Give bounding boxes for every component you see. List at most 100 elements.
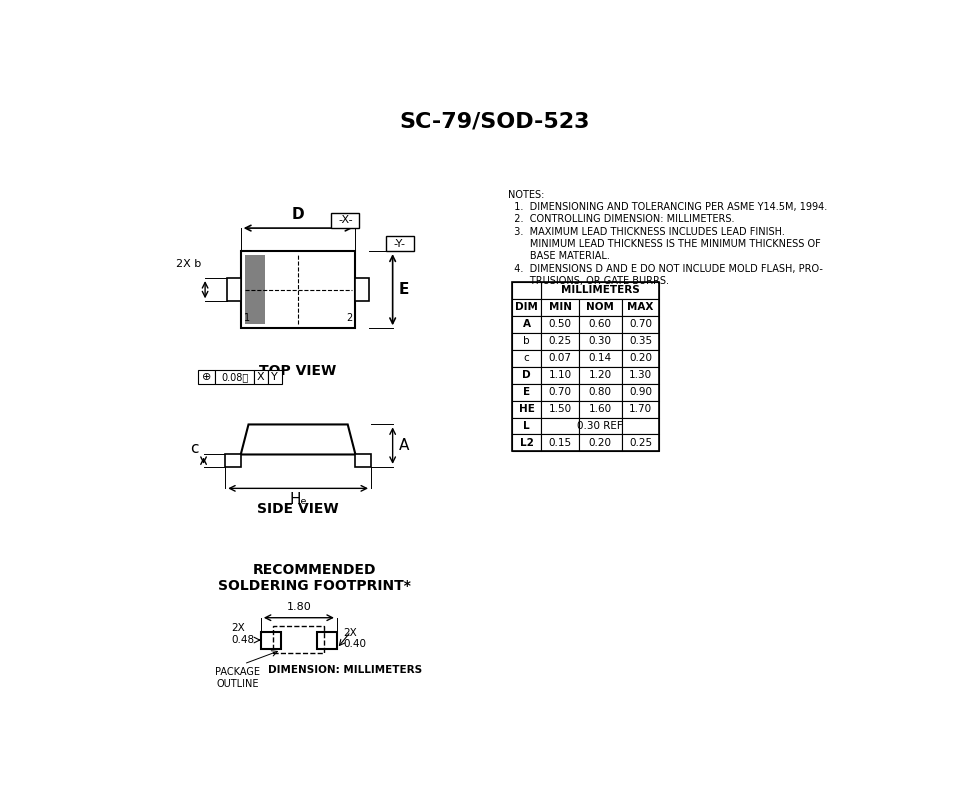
Text: 1.50: 1.50 (548, 404, 571, 414)
Bar (622, 316, 659, 333)
Bar (512, 350, 541, 367)
Bar (261, 632, 281, 649)
Bar (331, 213, 359, 228)
Text: b: b (523, 336, 530, 347)
Bar (512, 333, 541, 350)
Text: 1.30: 1.30 (629, 370, 652, 380)
Bar (622, 299, 659, 316)
Text: Hₑ: Hₑ (290, 492, 307, 506)
Text: 0.70: 0.70 (629, 319, 652, 330)
Bar (227, 278, 240, 301)
Bar (512, 282, 659, 451)
Bar (512, 367, 541, 384)
Bar (579, 316, 622, 333)
Bar (512, 282, 541, 299)
Bar (541, 434, 579, 451)
Text: E: E (399, 282, 409, 297)
Bar (579, 384, 622, 401)
Text: 0.25: 0.25 (548, 336, 571, 347)
Bar (622, 350, 659, 367)
Text: TOP VIEW: TOP VIEW (260, 364, 337, 377)
Bar (273, 626, 324, 653)
Text: E: E (523, 387, 531, 397)
Text: X: X (257, 372, 264, 382)
Bar (622, 333, 659, 350)
Text: 2X b: 2X b (176, 259, 202, 269)
Text: 1.60: 1.60 (589, 404, 612, 414)
Bar (355, 454, 371, 467)
Text: 0.30 REF: 0.30 REF (577, 421, 623, 431)
Bar (622, 434, 659, 451)
Bar (317, 632, 337, 649)
Bar (579, 434, 622, 451)
Text: RECOMMENDED
SOLDERING FOOTPRINT*: RECOMMENDED SOLDERING FOOTPRINT* (218, 563, 411, 593)
Text: MINIMUM LEAD THICKNESS IS THE MINIMUM THICKNESS OF: MINIMUM LEAD THICKNESS IS THE MINIMUM TH… (509, 239, 821, 249)
Text: L: L (523, 421, 530, 431)
Text: SC-79/SOD-523: SC-79/SOD-523 (399, 112, 590, 132)
Text: 0.80: 0.80 (589, 387, 612, 397)
Bar (541, 282, 659, 299)
Text: NOM: NOM (587, 302, 615, 313)
Bar (198, 370, 215, 384)
Bar (579, 299, 622, 316)
Bar (268, 370, 282, 384)
Text: c: c (190, 441, 199, 456)
Bar (512, 384, 541, 401)
Bar (579, 401, 622, 417)
Text: DIM: DIM (515, 302, 538, 313)
Bar (541, 401, 579, 417)
Bar (541, 350, 579, 367)
Bar (225, 454, 240, 467)
Text: MAX: MAX (627, 302, 654, 313)
Text: -Y-: -Y- (394, 238, 405, 249)
Text: HE: HE (519, 404, 535, 414)
Text: A: A (399, 438, 409, 453)
Text: 0.20: 0.20 (589, 438, 612, 448)
Bar (215, 370, 254, 384)
Text: SIDE VIEW: SIDE VIEW (258, 502, 339, 516)
Text: 2X
0.48: 2X 0.48 (232, 623, 255, 645)
Bar (541, 299, 579, 316)
Bar (541, 333, 579, 350)
Text: 0.70: 0.70 (548, 387, 571, 397)
Text: A: A (523, 319, 531, 330)
Text: BASE MATERIAL.: BASE MATERIAL. (509, 251, 610, 261)
Text: 0.20: 0.20 (629, 353, 652, 363)
Text: 1.20: 1.20 (589, 370, 612, 380)
Bar (622, 401, 659, 417)
Text: D: D (291, 207, 304, 222)
Text: 1.  DIMENSIONING AND TOLERANCING PER ASME Y14.5M, 1994.: 1. DIMENSIONING AND TOLERANCING PER ASME… (509, 202, 827, 212)
Text: 1.70: 1.70 (629, 404, 652, 414)
Text: DIMENSION: MILLIMETERS: DIMENSION: MILLIMETERS (268, 666, 423, 676)
Bar (541, 384, 579, 401)
Text: 4.  DIMENSIONS D AND E DO NOT INCLUDE MOLD FLASH, PRO-: 4. DIMENSIONS D AND E DO NOT INCLUDE MOL… (509, 263, 823, 274)
Text: 0.30: 0.30 (589, 336, 612, 347)
Text: MIN: MIN (548, 302, 571, 313)
Text: MILLIMETERS: MILLIMETERS (561, 285, 640, 296)
Bar (512, 417, 541, 434)
Bar (622, 367, 659, 384)
Bar (579, 417, 622, 434)
Bar (622, 384, 659, 401)
Bar (512, 299, 541, 316)
Text: 0.90: 0.90 (629, 387, 652, 397)
Text: D: D (522, 370, 531, 380)
Text: 1.10: 1.10 (548, 370, 571, 380)
Text: 0.25: 0.25 (629, 438, 652, 448)
Text: 0.07: 0.07 (548, 353, 571, 363)
Bar (254, 370, 268, 384)
Text: PACKAGE
OUTLINE: PACKAGE OUTLINE (215, 667, 261, 688)
Text: 0.60: 0.60 (589, 319, 612, 330)
Text: 0.08Ⓜ: 0.08Ⓜ (221, 372, 248, 382)
Bar (622, 417, 659, 434)
Text: c: c (524, 353, 530, 363)
Text: 2: 2 (346, 313, 352, 323)
Bar (244, 255, 264, 324)
Text: 3.  MAXIMUM LEAD THICKNESS INCLUDES LEAD FINISH.: 3. MAXIMUM LEAD THICKNESS INCLUDES LEAD … (509, 227, 785, 237)
Bar (512, 434, 541, 451)
Text: ⊕: ⊕ (202, 372, 211, 382)
Text: 2.  CONTROLLING DIMENSION: MILLIMETERS.: 2. CONTROLLING DIMENSION: MILLIMETERS. (509, 214, 734, 224)
Text: 0.15: 0.15 (548, 438, 571, 448)
Bar (512, 316, 541, 333)
Text: 2X
0.40: 2X 0.40 (343, 628, 366, 650)
